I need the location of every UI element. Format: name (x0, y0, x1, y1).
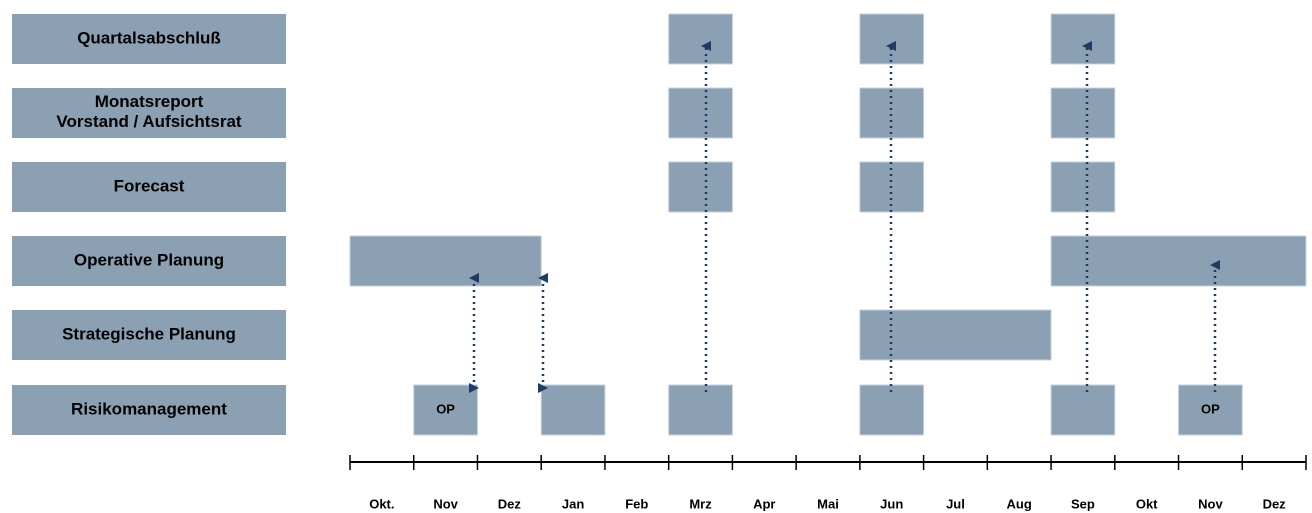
month-label: Apr (753, 496, 775, 511)
timeline-bar (349, 235, 542, 287)
row-label: Monatsreport Vorstand / Aufsichtsrat (56, 92, 241, 131)
row-label-box (12, 162, 286, 212)
month-label: Nov (433, 496, 458, 511)
timeline-bar (1178, 384, 1243, 436)
month-label: Dez (1263, 496, 1287, 511)
month-label: Dez (498, 496, 522, 511)
month-label: Okt. (369, 496, 394, 511)
month-label: Jan (562, 496, 584, 511)
month-label: Okt (1136, 496, 1158, 511)
timeline-bar (1050, 87, 1116, 139)
timeline-bar (668, 384, 733, 436)
row-label-box (12, 385, 286, 435)
timeline-bar (1050, 384, 1116, 436)
timeline-bar (1050, 235, 1307, 287)
row-label: Forecast (114, 176, 185, 195)
month-label: Mrz (689, 496, 712, 511)
month-label: Aug (1007, 496, 1032, 511)
timeline-bar (668, 161, 733, 213)
row-label-box (12, 310, 286, 360)
timeline-bar (859, 384, 925, 436)
timeline-bar (859, 13, 925, 65)
bar-label: OP (436, 401, 455, 416)
month-label: Jun (880, 496, 903, 511)
timeline-bar (859, 87, 925, 139)
month-label: Feb (625, 496, 648, 511)
row-label: Operative Planung (74, 250, 224, 269)
row-label: Risikomanagement (71, 399, 227, 418)
row-label: Strategische Planung (62, 324, 236, 343)
row-label-box (12, 88, 286, 138)
timeline-bar (859, 309, 1052, 361)
month-label: Jul (946, 496, 965, 511)
timeline-bar (668, 13, 733, 65)
timeline-bar (668, 87, 733, 139)
row-label: Quartalsabschluß (77, 28, 221, 47)
timeline-bar (413, 384, 478, 436)
timeline-bar (1050, 161, 1116, 213)
timeline-bar (540, 384, 606, 436)
row-label-box (12, 236, 286, 286)
month-label: Mai (817, 496, 839, 511)
month-label: Nov (1198, 496, 1223, 511)
row-label-box (12, 14, 286, 64)
month-label: Sep (1071, 496, 1095, 511)
bar-label: OP (1201, 401, 1220, 416)
timeline-bar (1050, 13, 1116, 65)
